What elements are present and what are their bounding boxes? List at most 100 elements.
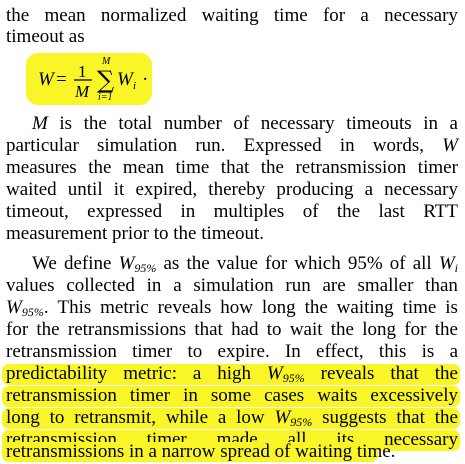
word: of	[233, 113, 250, 134]
word: low	[236, 407, 265, 428]
word: words,	[372, 135, 424, 156]
sum-lower-limit: i=1	[98, 92, 113, 103]
word: retransmission	[6, 341, 117, 362]
formula: W = 1 M M ∑ i=1 W i ·	[38, 55, 150, 103]
word: the	[434, 319, 458, 340]
word: necessary	[384, 5, 458, 26]
word: high	[217, 363, 252, 384]
word: timeout,	[6, 201, 69, 222]
highlight-band	[2, 442, 378, 462]
word: retransmissions in a narrow spread of wa…	[6, 441, 396, 462]
text-line-highlighted: predictability metric: a high W95% revea…	[6, 363, 458, 385]
word: to	[266, 319, 282, 340]
word: that	[396, 407, 425, 428]
text-line: particular simulation run. Expressed in …	[6, 135, 458, 157]
word: to	[49, 407, 65, 428]
word: which	[294, 253, 341, 274]
word: is	[59, 113, 73, 134]
word: cases	[264, 385, 305, 406]
word: a	[192, 363, 202, 384]
word: last	[378, 201, 405, 222]
text-line-highlighted: long to retransmit, while a low W95% sug…	[6, 407, 458, 429]
highlight-band	[2, 364, 460, 385]
text-line: measurement prior to the timeout.	[6, 223, 458, 245]
word: time	[402, 297, 437, 318]
text-line: M is the total number of necessary timeo…	[6, 113, 458, 135]
word: 95%	[347, 253, 383, 274]
word: retransmit,	[74, 407, 156, 428]
word: time	[273, 5, 308, 26]
formula-equals: =	[56, 69, 67, 90]
text-line: for the retransmissions that had to wait…	[6, 319, 458, 341]
word: for	[265, 253, 288, 274]
word: that	[220, 157, 250, 178]
formula-highlight	[26, 53, 152, 105]
word: waits	[317, 385, 358, 406]
word: is	[421, 341, 435, 362]
word: long	[261, 297, 296, 318]
formula-trailing-dot: ·	[142, 69, 148, 90]
word: in	[146, 275, 162, 296]
word-w95: W95%	[118, 253, 157, 275]
word: number	[163, 113, 222, 134]
highlight-band	[2, 386, 460, 407]
word: timeouts	[346, 113, 412, 134]
formula-term: W	[117, 69, 135, 90]
word: values	[6, 275, 55, 296]
word: predictability	[6, 363, 108, 384]
formula-svg: W = 1 M M ∑ i=1 W i ·	[38, 56, 148, 103]
word: reveals	[320, 363, 375, 384]
word: Expressed	[243, 135, 322, 156]
text-line: retransmission timer to expire. In effec…	[6, 341, 458, 363]
word: timer	[132, 341, 173, 362]
word: of	[389, 253, 406, 274]
word: RTT	[423, 201, 458, 222]
word: a	[360, 5, 369, 26]
word: retransmission	[6, 385, 117, 406]
text-line: W95%. This metric reveals how long the w…	[6, 297, 458, 319]
word: in	[183, 385, 198, 406]
word: simulation	[96, 135, 178, 156]
word: the	[434, 363, 458, 384]
word: expired,	[135, 179, 198, 200]
word: retransmission	[295, 157, 407, 178]
word: metric	[100, 297, 149, 318]
text-line: measures the mean time that the retransm…	[6, 157, 458, 179]
word: the	[304, 297, 328, 318]
word: a	[449, 113, 458, 134]
word: long	[362, 319, 397, 340]
word: excessively	[370, 385, 458, 406]
word: waiting	[201, 5, 259, 26]
word: for	[404, 319, 427, 340]
word: the	[260, 157, 284, 178]
word: for	[6, 319, 29, 340]
word: is	[445, 297, 458, 318]
word: had	[231, 319, 259, 340]
formula-lhs: W	[38, 69, 56, 90]
word: In	[284, 341, 301, 362]
word: necessary	[260, 113, 335, 134]
word: define	[63, 253, 112, 274]
word: particular	[6, 135, 79, 156]
word: for	[322, 5, 346, 26]
text-line: the mean normalized waiting time for a n…	[6, 5, 458, 27]
word: a	[364, 179, 374, 200]
word: suggests	[322, 407, 387, 428]
word: the	[330, 319, 354, 340]
word: timer	[129, 385, 170, 406]
sum-symbol: ∑	[97, 66, 114, 94]
formula-numerator: 1	[78, 62, 87, 81]
word: timer	[417, 157, 458, 178]
text-line: timeout as	[6, 26, 458, 48]
word: thereby	[208, 179, 266, 200]
word: long	[6, 407, 40, 428]
formula-term-subscript: i	[133, 80, 136, 92]
formula-denominator: M	[74, 82, 90, 101]
word: run	[285, 275, 311, 296]
word: to	[187, 341, 203, 362]
word: mean	[44, 5, 86, 26]
text-line-highlighted: retransmission timer in some cases waits…	[6, 385, 458, 407]
word: the	[88, 157, 112, 178]
word: that	[194, 319, 223, 340]
word: run.	[195, 135, 226, 156]
